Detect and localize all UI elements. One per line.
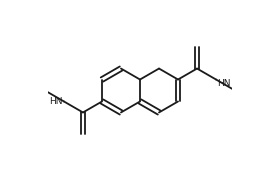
Text: HN: HN	[50, 97, 63, 106]
Text: HN: HN	[217, 79, 230, 88]
